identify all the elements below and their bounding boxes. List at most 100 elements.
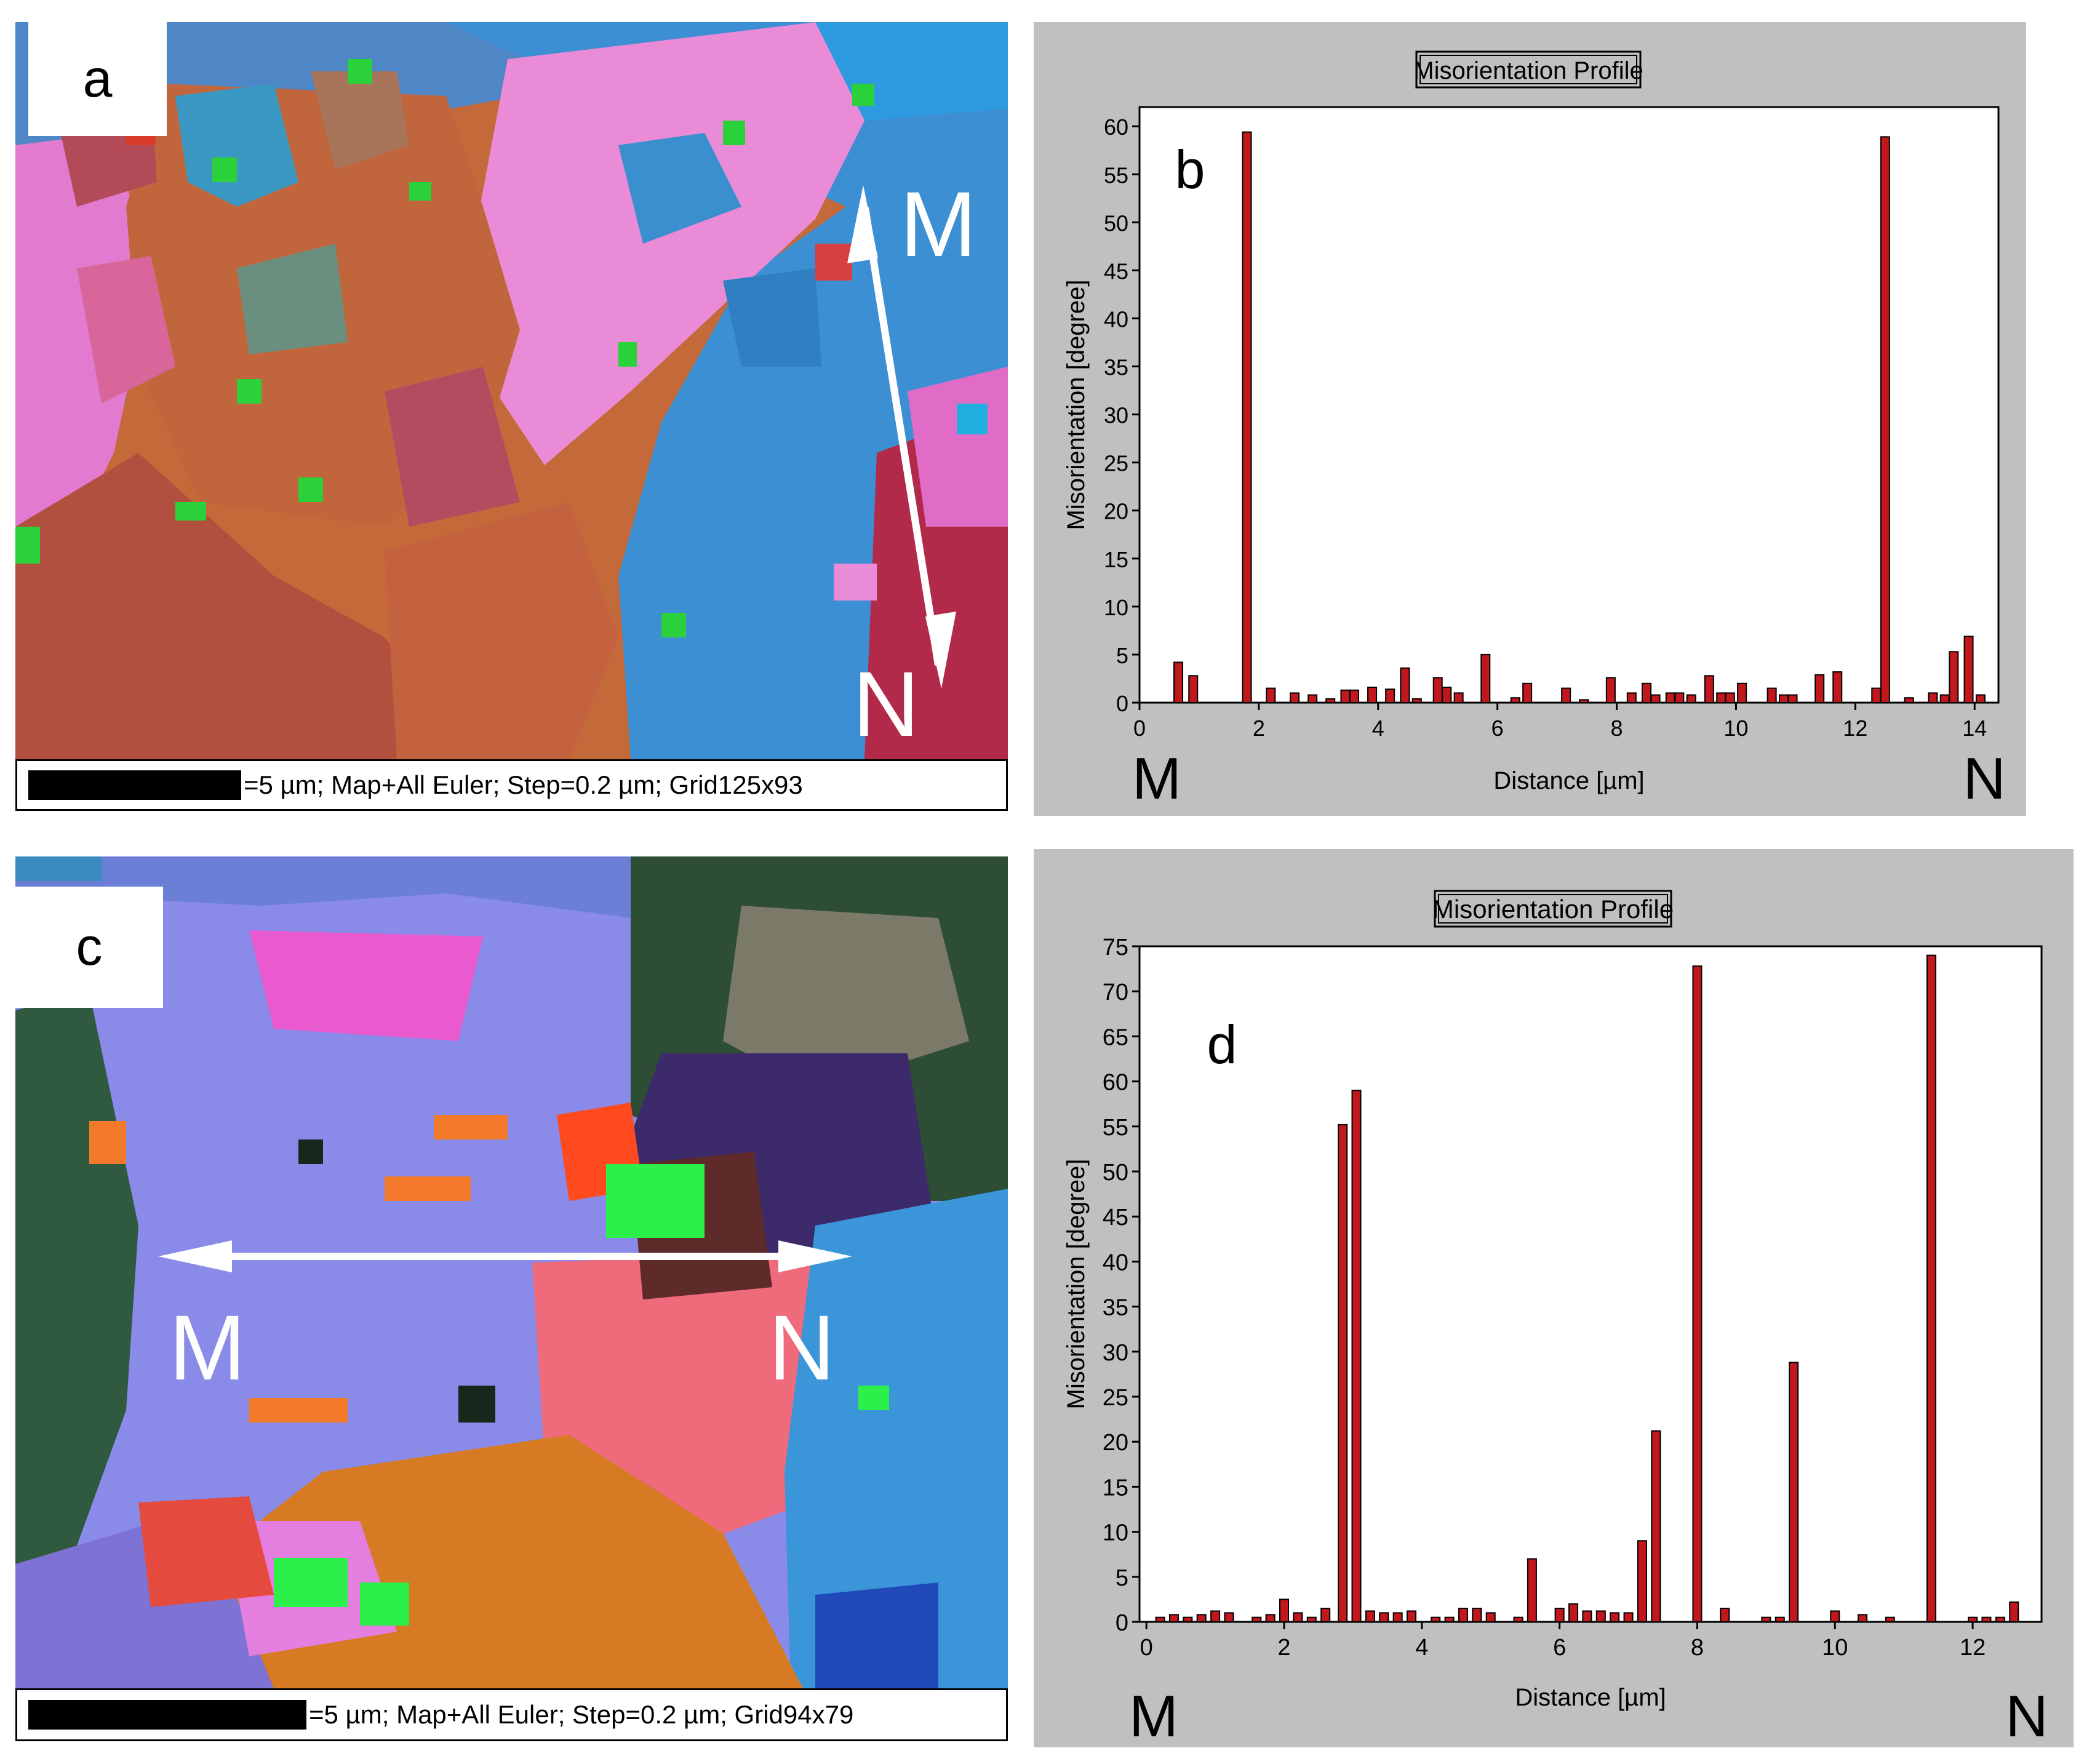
bar-b bbox=[1188, 675, 1199, 703]
bar-d bbox=[1196, 1614, 1207, 1622]
y-axis-label-d: Misorientation [degree] bbox=[1063, 1159, 1090, 1410]
label-end-c: N bbox=[769, 1296, 835, 1399]
y-tick-label-b: 20 bbox=[1104, 499, 1128, 524]
y-tick-label-d: 70 bbox=[1103, 980, 1128, 1005]
bar-b bbox=[1716, 692, 1727, 703]
arrowhead-end-c bbox=[778, 1240, 852, 1272]
scale-bar-line-c bbox=[28, 1700, 306, 1730]
bar-b bbox=[1385, 688, 1395, 704]
y-tick-label-b: 0 bbox=[1116, 691, 1128, 716]
bar-b bbox=[1242, 131, 1252, 703]
bar-d bbox=[1338, 1123, 1348, 1622]
chart-panel-d: Misorientation Profile 0 5 10 15 20 25 30 35 40 45… bbox=[1034, 849, 2074, 1747]
y-tick-label-d: 20 bbox=[1103, 1430, 1128, 1456]
scale-bar-line-a bbox=[28, 770, 241, 800]
y-tick-label-d: 45 bbox=[1103, 1205, 1128, 1231]
bar-b bbox=[1928, 692, 1938, 703]
y-tick-label-b: 50 bbox=[1104, 210, 1128, 236]
bar-d bbox=[1265, 1614, 1276, 1622]
panel-letter-c: c bbox=[15, 887, 163, 1008]
scale-bar-a: =5 µm; Map+All Euler; Step=0.2 µm; Grid1… bbox=[15, 759, 1008, 811]
bar-b bbox=[1510, 697, 1520, 704]
y-tick-label-d: 0 bbox=[1116, 1610, 1128, 1636]
bar-d bbox=[1595, 1610, 1606, 1623]
y-tick-label-b: 15 bbox=[1104, 547, 1128, 572]
x-tick-label-d: 12 bbox=[1960, 1635, 1986, 1661]
bar-d bbox=[1183, 1616, 1193, 1623]
y-tick-label-b: 30 bbox=[1104, 403, 1128, 428]
bar-b bbox=[1349, 689, 1359, 704]
start-label-d: M bbox=[1129, 1683, 1178, 1747]
bar-b bbox=[1686, 694, 1696, 703]
x-tick-label-d: 8 bbox=[1691, 1635, 1704, 1661]
x-axis-label-d: Distance [µm] bbox=[1515, 1684, 1666, 1711]
y-tick-label-b: 40 bbox=[1104, 306, 1128, 332]
bar-b bbox=[1674, 692, 1685, 703]
panel-letter-d: d bbox=[1207, 1014, 1237, 1075]
bar-d bbox=[1224, 1612, 1234, 1622]
x-tick-label-b: 2 bbox=[1253, 716, 1265, 741]
chart-title-b: Misorientation Profile bbox=[1413, 57, 1643, 84]
arrowhead-start-a bbox=[847, 185, 878, 263]
label-start-a: M bbox=[900, 172, 977, 276]
x-tick-label-d: 6 bbox=[1553, 1635, 1566, 1661]
y-tick-label-b: 60 bbox=[1104, 114, 1128, 140]
x-tick-label-b: 10 bbox=[1723, 716, 1748, 741]
bar-b bbox=[1642, 682, 1652, 703]
bar-d bbox=[1830, 1610, 1840, 1623]
bar-d bbox=[1485, 1612, 1496, 1622]
scale-bar-text-c: =5 µm; Map+All Euler; Step=0.2 µm; Grid9… bbox=[309, 1700, 854, 1729]
bar-d bbox=[1407, 1610, 1417, 1623]
bar-d bbox=[1306, 1616, 1317, 1623]
y-tick-label-d: 75 bbox=[1103, 935, 1128, 960]
bar-b bbox=[1579, 699, 1589, 704]
bar-d bbox=[1789, 1362, 1799, 1622]
bar-b bbox=[1949, 651, 1959, 703]
bar-d bbox=[1365, 1610, 1375, 1623]
misorientation-chart-d: Misorientation Profile051015202530354045… bbox=[1063, 890, 2048, 1747]
ebsd-map-c-image: M N bbox=[15, 856, 1008, 1688]
bar-b bbox=[1725, 692, 1735, 703]
plot-area-b bbox=[1138, 106, 2000, 704]
y-tick-label-b: 10 bbox=[1104, 595, 1128, 620]
bar-b bbox=[1325, 698, 1336, 704]
bar-d bbox=[1968, 1616, 1978, 1623]
label-start-c: M bbox=[169, 1296, 246, 1399]
ebsd-map-a: M N bbox=[15, 22, 1008, 759]
bar-d bbox=[1320, 1608, 1331, 1623]
bar-d bbox=[1858, 1614, 1868, 1622]
y-tick-label-b: 45 bbox=[1104, 258, 1128, 284]
bar-d bbox=[1168, 1614, 1179, 1622]
bar-d bbox=[1926, 954, 1936, 1622]
bar-d bbox=[1981, 1616, 1992, 1623]
bar-d bbox=[1761, 1616, 1771, 1623]
panel-letter-a: a bbox=[28, 22, 167, 136]
bar-d bbox=[1444, 1616, 1455, 1623]
bar-b bbox=[1290, 692, 1300, 703]
bar-b bbox=[1442, 687, 1452, 704]
x-tick-label-d: 10 bbox=[1822, 1635, 1848, 1661]
bar-d bbox=[1252, 1616, 1262, 1623]
y-tick-label-d: 35 bbox=[1103, 1295, 1128, 1321]
y-tick-label-b: 55 bbox=[1104, 162, 1128, 188]
bar-b bbox=[1453, 692, 1464, 703]
x-tick-label-b: 14 bbox=[1962, 716, 1987, 741]
bar-d bbox=[1568, 1603, 1579, 1622]
bar-b bbox=[1832, 671, 1843, 703]
scale-bar-c: =5 µm; Map+All Euler; Step=0.2 µm; Grid9… bbox=[15, 1688, 1008, 1741]
y-tick-label-d: 5 bbox=[1116, 1565, 1128, 1591]
misorientation-chart-b: Misorientation Profile051015202530354045… bbox=[1063, 50, 2006, 812]
arrowhead-end-a bbox=[925, 612, 956, 688]
y-tick-label-d: 55 bbox=[1103, 1115, 1128, 1141]
y-tick-label-d: 25 bbox=[1103, 1385, 1128, 1411]
bar-d bbox=[1720, 1608, 1730, 1623]
start-label-b: M bbox=[1132, 746, 1181, 812]
bar-d bbox=[1651, 1430, 1661, 1623]
bar-d bbox=[1379, 1612, 1389, 1622]
y-axis-label-b: Misorientation [degree] bbox=[1063, 280, 1090, 530]
bar-d bbox=[1472, 1608, 1482, 1623]
bar-b bbox=[1779, 694, 1789, 703]
bar-d bbox=[1582, 1610, 1592, 1623]
ebsd-map-c: M N bbox=[15, 856, 1008, 1688]
bar-d bbox=[1293, 1612, 1303, 1622]
